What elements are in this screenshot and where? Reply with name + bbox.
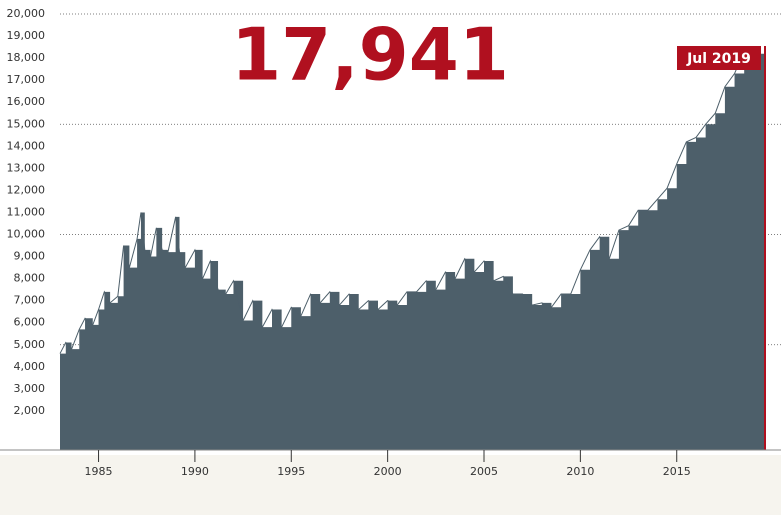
y-tick-label: 19,000 <box>7 29 46 42</box>
x-tick-label: 2010 <box>566 465 594 478</box>
y-tick-label: 13,000 <box>7 161 46 174</box>
y-tick-label: 8,000 <box>14 272 46 285</box>
y-tick-label: 9,000 <box>14 250 46 263</box>
headline-value: 17,941 <box>231 13 509 97</box>
y-tick-label: 20,000 <box>7 7 46 20</box>
x-tick-label: 2000 <box>374 465 402 478</box>
y-tick-label: 3,000 <box>14 382 46 395</box>
y-tick-label: 14,000 <box>7 139 46 152</box>
y-tick-label: 17,000 <box>7 73 46 86</box>
x-tick-label: 2015 <box>663 465 691 478</box>
area-line <box>59 50 766 354</box>
y-tick-label: 4,000 <box>14 360 46 373</box>
y-tick-label: 10,000 <box>7 228 46 241</box>
y-tick-label: 7,000 <box>14 294 46 307</box>
y-tick-label: 11,000 <box>7 205 46 218</box>
x-tick-label: 1985 <box>85 465 113 478</box>
x-tick-label: 1990 <box>181 465 209 478</box>
y-tick-label: 16,000 <box>7 95 46 108</box>
date-label-box <box>677 46 761 70</box>
y-tick-label: 18,000 <box>7 51 46 64</box>
x-tick-label: 2005 <box>470 465 498 478</box>
y-tick-label: 15,000 <box>7 117 46 130</box>
y-tick-label: 5,000 <box>14 338 46 351</box>
area-fill <box>60 51 765 451</box>
y-tick-label: 6,000 <box>14 316 46 329</box>
date-label: Jul 2019 <box>686 51 751 67</box>
y-tick-label: 2,000 <box>14 404 46 417</box>
x-tick-label: 1995 <box>277 465 305 478</box>
y-tick-label: 12,000 <box>7 183 46 196</box>
